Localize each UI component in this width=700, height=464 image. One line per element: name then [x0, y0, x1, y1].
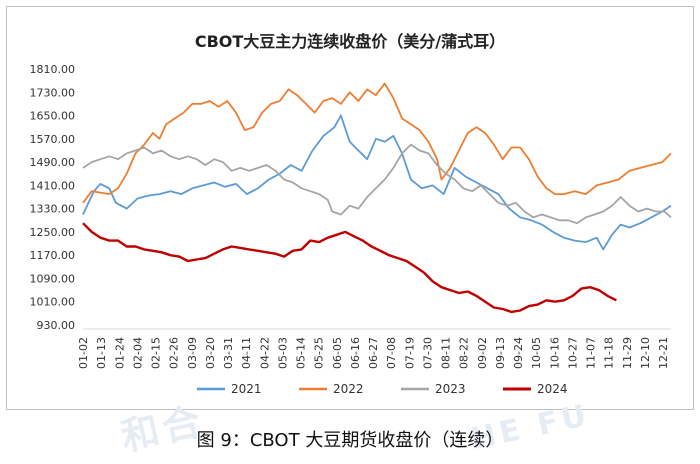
x-tick-label: 10-16: [548, 337, 561, 369]
x-axis: 01-02 01-13 01-24 02-04 02-15 02-26 03-09 03-20…: [77, 337, 670, 369]
x-tick-label: 04-11: [240, 337, 253, 369]
series-line-2022: [82, 82, 672, 204]
x-tick-label: 01-24: [113, 337, 126, 369]
x-tick-label: 08-11: [440, 337, 453, 369]
y-tick-label: 1410.00: [30, 179, 76, 192]
x-tick-label: 08-22: [458, 337, 471, 369]
y-tick-label: 1330.00: [30, 203, 76, 216]
series-line-2021: [82, 114, 672, 251]
x-tick-label: 05-25: [313, 337, 326, 369]
y-tick-label: 930.00: [37, 319, 76, 332]
y-tick-label: 1090.00: [30, 272, 76, 285]
y-tick-label: 1010.00: [30, 296, 76, 309]
y-tick-label: 1490.00: [30, 156, 76, 169]
figure-caption: 图 9：CBOT 大豆期货收盘价（连续）: [196, 430, 504, 451]
legend-label-2021: 2021: [231, 382, 262, 396]
x-tick-label: 10-05: [530, 337, 543, 369]
y-tick-label: 1570.00: [30, 133, 76, 146]
series-line-2023: [82, 143, 672, 225]
x-tick-label: 11-18: [603, 337, 616, 369]
series-lines: [82, 82, 672, 314]
x-tick-label: 12-10: [639, 337, 652, 369]
x-tick-label: 04-22: [258, 337, 271, 369]
legend: 2021 2022 2023 2024: [197, 382, 568, 396]
x-tick-label: 06-05: [331, 337, 344, 369]
x-tick-label: 06-27: [367, 337, 380, 369]
chart-title: CBOT大豆主力连续收盘价（美分/蒲式耳）: [195, 32, 505, 51]
x-tick-label: 03-20: [204, 337, 217, 369]
x-tick-label: 01-02: [77, 337, 90, 369]
x-tick-label: 07-08: [385, 337, 398, 369]
x-tick-label: 09-02: [476, 337, 489, 369]
x-tick-label: 11-07: [585, 337, 598, 369]
x-tick-label: 05-14: [295, 337, 308, 369]
y-tick-label: 1250.00: [30, 226, 76, 239]
x-tick-label: 07-19: [403, 337, 416, 369]
legend-label-2023: 2023: [435, 382, 466, 396]
chart-frame: CBOT大豆主力连续收盘价（美分/蒲式耳） 930.00 1010.00 1090.…: [6, 6, 694, 410]
chart: CBOT大豆主力连续收盘价（美分/蒲式耳） 930.00 1010.00 1090.…: [30, 32, 672, 396]
y-axis: 930.00 1010.00 1090.00 1170.00 1250.00 1330.0…: [30, 63, 671, 332]
legend-label-2022: 2022: [333, 382, 364, 396]
x-tick-label: 03-31: [222, 337, 235, 369]
x-tick-label: 11-29: [621, 337, 634, 369]
y-tick-label: 1730.00: [30, 86, 76, 99]
y-tick-label: 1810.00: [30, 63, 76, 76]
x-tick-label: 10-27: [566, 337, 579, 369]
x-tick-label: 06-16: [349, 337, 362, 369]
x-tick-label: 09-24: [512, 337, 525, 369]
x-tick-label: 07-30: [421, 337, 434, 369]
x-tick-label: 05-03: [276, 337, 289, 369]
series-line-2024: [82, 222, 617, 314]
legend-label-2024: 2024: [537, 382, 568, 396]
x-tick-label: 01-13: [95, 337, 108, 369]
x-tick-label: 03-09: [186, 337, 199, 369]
y-tick-label: 1170.00: [30, 249, 76, 262]
x-tick-label: 12-21: [657, 337, 670, 369]
x-tick-label: 09-13: [494, 337, 507, 369]
x-tick-label: 02-15: [150, 337, 163, 369]
x-tick-label: 02-04: [131, 337, 144, 369]
x-tick-label: 02-26: [168, 337, 181, 369]
y-tick-label: 1650.00: [30, 110, 76, 123]
